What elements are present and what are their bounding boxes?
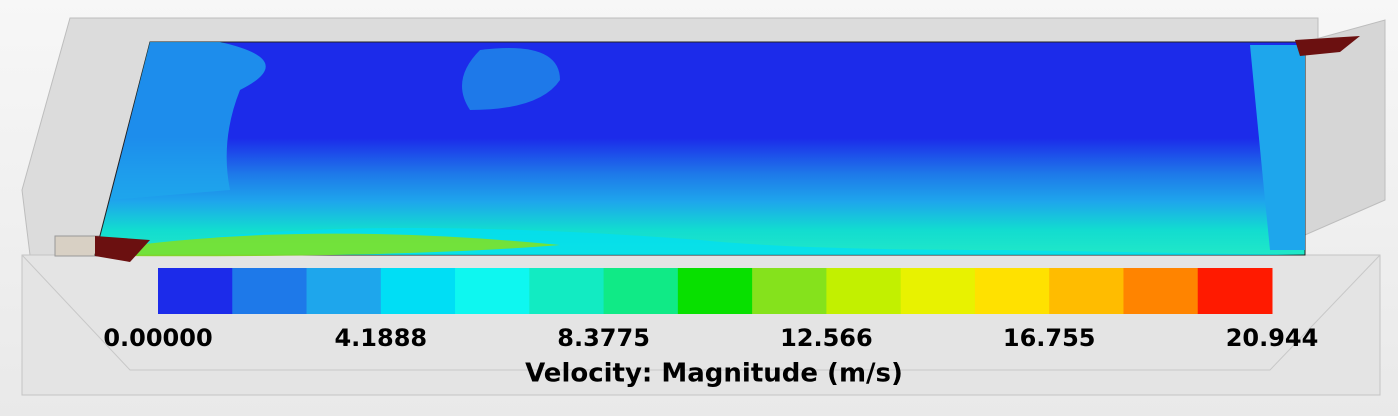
color-legend: 0.00000 4.1888 8.3775 12.566 16.755 20.944 [103,268,1318,352]
legend-band [1049,268,1124,314]
legend-tick-label: 20.944 [1226,324,1319,352]
outlet-vectors [1295,36,1360,56]
legend-tick-label: 0.00000 [103,324,212,352]
floor-edge [21,254,1381,371]
field-region [110,42,266,200]
inlet [54,235,101,257]
legend-band [603,268,679,314]
legend-tick-label: 12.566 [780,324,873,352]
legend-band [1197,268,1273,314]
field-region [1250,45,1305,250]
legend-band [826,268,902,314]
legend-tick-label: 4.1888 [334,324,427,352]
legend-band [900,268,976,314]
legend-band [306,268,382,314]
velocity-field [94,41,1306,256]
legend-band [158,268,233,314]
legend-band [1123,268,1199,314]
legend-band [752,268,827,314]
legend-band [455,268,530,314]
legend-band [529,268,605,314]
jet-region [100,233,560,257]
legend-band [677,268,753,314]
legend-tick-label: 16.755 [1003,324,1096,352]
inlet-vectors [95,236,150,262]
legend-band [380,268,456,314]
legend-title: Velocity: Magnitude (m/s) [525,359,903,389]
field-region [462,48,560,110]
legend-band [974,268,1050,314]
legend-tick-label: 8.3775 [557,324,650,352]
legend-band [232,268,308,314]
